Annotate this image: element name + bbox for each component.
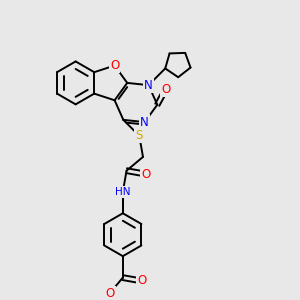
Text: HN: HN	[115, 187, 130, 197]
Text: O: O	[141, 167, 150, 181]
Text: O: O	[105, 287, 114, 300]
Text: O: O	[137, 274, 146, 287]
Text: S: S	[136, 129, 143, 142]
Text: O: O	[161, 82, 170, 95]
Text: N: N	[140, 116, 149, 129]
Text: N: N	[144, 79, 153, 92]
Text: O: O	[110, 59, 119, 72]
